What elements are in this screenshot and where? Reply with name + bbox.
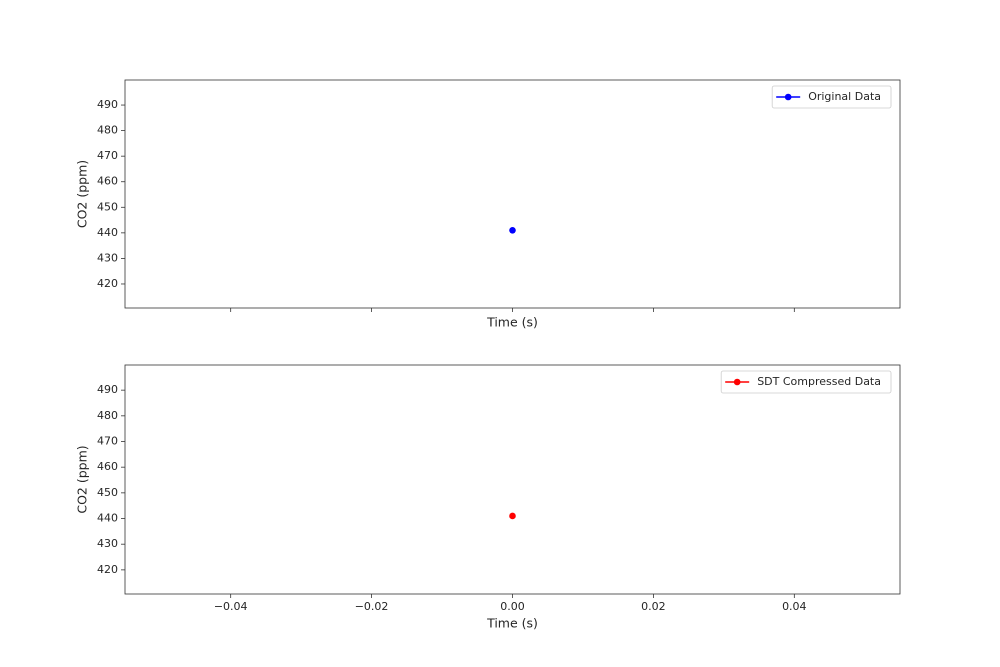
legend-label: SDT Compressed Data [757, 375, 881, 388]
y-tick-label: 450 [97, 200, 118, 213]
plot-area [124, 364, 901, 595]
y-tick-label: 420 [97, 277, 118, 290]
legend-frame [720, 370, 892, 394]
y-tick-label: 470 [97, 149, 118, 162]
x-tick-label: 0.00 [500, 600, 525, 613]
x-tick-label: −0.02 [355, 600, 389, 613]
x-tick-label: 0.04 [782, 600, 807, 613]
data-point [509, 226, 516, 234]
y-tick-label: 480 [97, 124, 118, 137]
y-tick-label: 450 [97, 486, 118, 499]
legend-frame [771, 85, 892, 109]
y-tick-label: 430 [97, 537, 118, 550]
plot-area [124, 79, 901, 309]
x-axis-title: Time (s) [486, 616, 538, 631]
y-tick-label: 430 [97, 251, 118, 264]
legend: SDT Compressed Data [720, 370, 892, 394]
legend-label: Original Data [808, 90, 881, 103]
y-tick-label: 490 [97, 98, 118, 111]
x-axis-title: Time (s) [486, 315, 538, 330]
y-tick-label: 440 [97, 226, 118, 239]
legend-marker [733, 378, 741, 386]
y-tick-label: 460 [97, 460, 118, 473]
y-tick-label: 460 [97, 175, 118, 188]
x-tick-label: −0.04 [214, 600, 248, 613]
y-axis-title: CO2 (ppm) [75, 445, 90, 513]
subplot: 420 430 440 450 460 470 480 490 Time (s) CO2 (ppm… [75, 79, 901, 330]
y-tick-label: 490 [97, 383, 118, 396]
y-tick-label: 440 [97, 512, 118, 525]
data-point [509, 512, 516, 520]
y-tick-label: 470 [97, 435, 118, 448]
y-tick-label: 480 [97, 409, 118, 422]
legend-marker [784, 93, 792, 101]
subplot: 420 430 440 450 460 470 480 490 −0.04 −0.02 0.00 0.… [75, 364, 901, 631]
y-tick-label: 420 [97, 563, 118, 576]
x-tick-label: 0.02 [641, 600, 666, 613]
legend: Original Data [771, 85, 892, 109]
y-axis-title: CO2 (ppm) [75, 160, 90, 228]
